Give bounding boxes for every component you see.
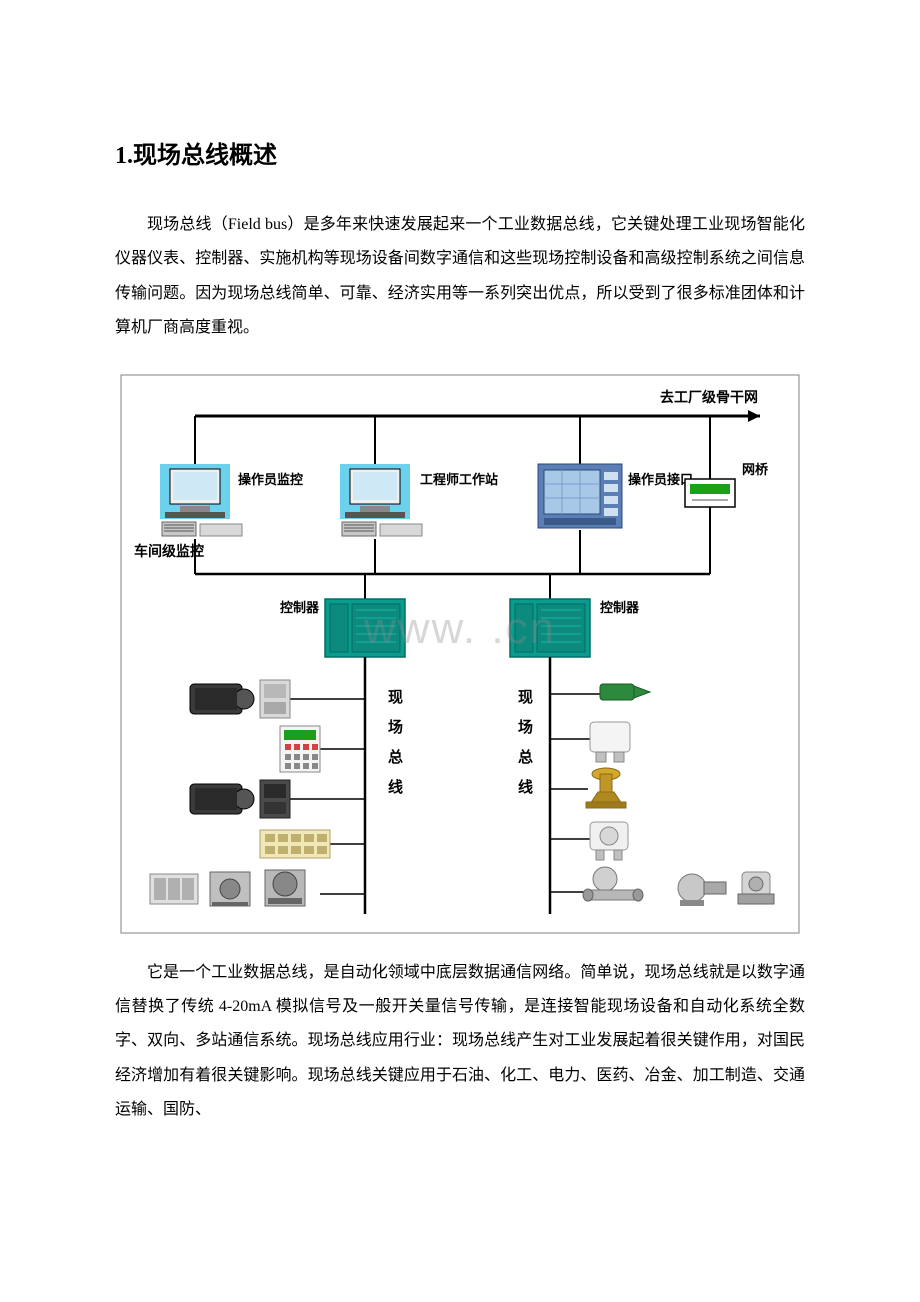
svg-text:场: 场 <box>388 719 403 736</box>
paragraph-2: 它是一个工业数据总线，是自动化领域中底层数据通信网络。简单说，现场总线就是以数字… <box>115 956 805 1128</box>
svg-text:操作员接口: 操作员接口 <box>628 472 693 487</box>
svg-text:控制器: 控制器 <box>280 600 320 615</box>
svg-text:操作员监控: 操作员监控 <box>238 472 303 487</box>
svg-text:车间级监控: 车间级监控 <box>134 543 204 560</box>
fieldbus-diagram: www. .cn 去工厂级骨干网 <box>120 374 800 934</box>
svg-text:总: 总 <box>518 748 533 766</box>
section-heading: 1.现场总线概述 <box>115 135 805 170</box>
svg-text:线: 线 <box>388 778 403 796</box>
svg-text:现: 现 <box>388 689 403 706</box>
svg-text:网桥: 网桥 <box>742 462 769 477</box>
paragraph-1: 现场总线（Field bus）是多年来快速发展起来一个工业数据总线，它关键处理工… <box>115 208 805 346</box>
svg-text:控制器: 控制器 <box>600 600 640 615</box>
svg-text:总: 总 <box>388 748 403 766</box>
svg-text:工程师工作站: 工程师工作站 <box>420 472 498 487</box>
svg-text:去工厂级骨干网: 去工厂级骨干网 <box>660 389 758 406</box>
svg-text:线: 线 <box>518 778 533 796</box>
svg-text:场: 场 <box>518 719 533 736</box>
svg-text:现: 现 <box>518 689 533 706</box>
